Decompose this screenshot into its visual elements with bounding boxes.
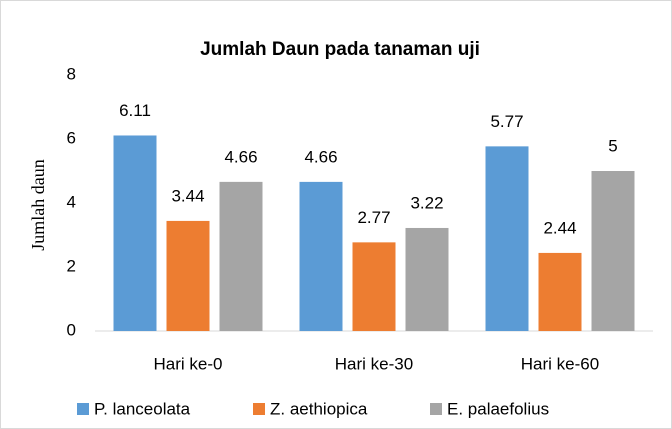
legend-swatch	[253, 403, 265, 415]
data-label: 5	[608, 136, 617, 155]
bar	[352, 242, 396, 331]
x-tick-label: Hari ke-30	[335, 354, 413, 373]
data-label: 6.11	[119, 101, 151, 120]
legend-swatch	[77, 403, 89, 415]
data-label: 3.22	[410, 193, 443, 212]
y-tick-label: 0	[67, 320, 76, 339]
data-label: 3.44	[171, 186, 204, 205]
bar	[485, 146, 529, 331]
bar	[166, 220, 210, 331]
bar	[405, 227, 449, 331]
legend-swatch	[430, 403, 442, 415]
data-label: 2.44	[543, 218, 576, 237]
bar	[538, 252, 582, 331]
x-tick-label: Hari ke-60	[521, 354, 599, 373]
bar	[299, 181, 343, 331]
legend-label: P. lanceolata	[94, 399, 191, 418]
y-tick-label: 8	[67, 64, 76, 83]
legend-label: Z. aethiopica	[270, 399, 368, 418]
legend-label: E. palaefolius	[447, 399, 549, 418]
y-tick-label: 6	[67, 128, 76, 147]
data-label: 4.66	[224, 147, 257, 166]
y-tick-label: 2	[67, 256, 76, 275]
y-tick-label: 4	[67, 192, 76, 211]
bar	[591, 171, 635, 331]
bar	[219, 181, 263, 331]
data-label: 2.77	[357, 208, 390, 227]
x-tick-label: Hari ke-0	[154, 354, 223, 373]
y-axis-label: Jumlah daun	[28, 159, 48, 251]
data-label: 5.77	[490, 112, 523, 131]
bar	[113, 135, 157, 331]
chart-title: Jumlah Daun pada tanaman uji	[200, 39, 480, 60]
data-label: 4.66	[304, 147, 337, 166]
